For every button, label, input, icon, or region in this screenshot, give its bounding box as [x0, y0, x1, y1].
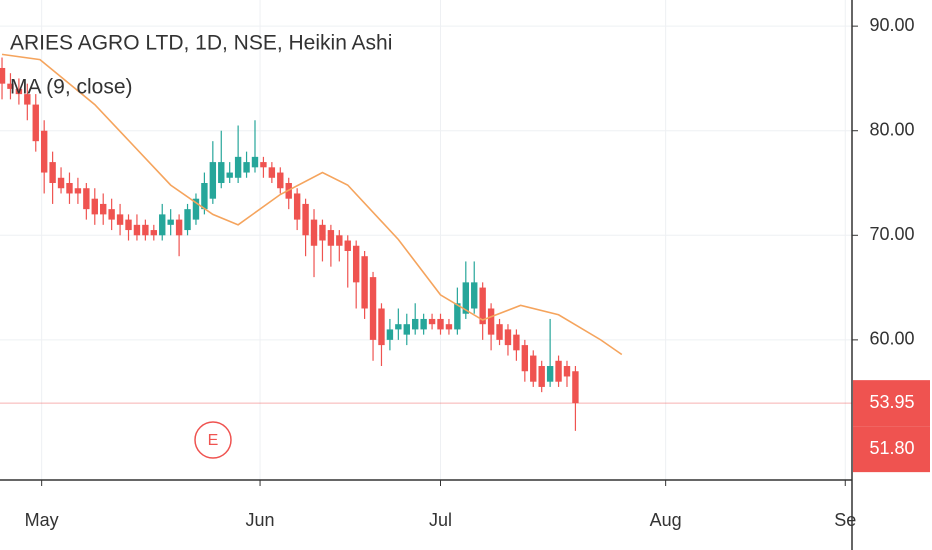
x-tick-label: May — [25, 510, 59, 530]
candle-body — [546, 366, 554, 382]
candle-body — [293, 193, 301, 220]
y-tick-label: 90.00 — [869, 15, 914, 35]
candle-body — [125, 219, 132, 231]
candle-body — [445, 324, 453, 330]
candle-body — [142, 224, 149, 236]
candle-body — [57, 177, 65, 189]
candle-body — [150, 230, 158, 236]
candle-body — [302, 203, 309, 236]
candle-body — [268, 167, 276, 178]
x-tick-label: Aug — [650, 510, 682, 530]
candle-body — [209, 162, 217, 199]
candle-body — [243, 162, 250, 173]
candle-body — [24, 94, 31, 105]
ma-line — [1, 53, 623, 356]
y-tick-label: 60.00 — [869, 329, 914, 349]
candle-body — [91, 198, 98, 215]
candle-body — [369, 277, 377, 340]
candle-body — [133, 224, 141, 236]
candle-body — [32, 104, 39, 142]
x-tick-label: Se — [834, 510, 856, 530]
y-tick-label: 80.00 — [869, 119, 914, 139]
candle-body — [116, 214, 124, 225]
candle-body — [83, 188, 90, 210]
candle-body — [159, 214, 166, 236]
candle-body — [234, 156, 242, 178]
candle-body — [403, 324, 410, 335]
candle-body — [66, 183, 73, 194]
candle-body — [74, 188, 82, 194]
grid — [0, 0, 852, 480]
price-label: 51.80 — [869, 438, 914, 458]
candle-body — [352, 245, 360, 283]
candle-body — [175, 219, 183, 236]
candle-body — [100, 203, 107, 215]
candle-body — [496, 324, 503, 340]
candle-body — [538, 366, 545, 387]
candle-body — [487, 308, 495, 335]
candle-body — [504, 329, 512, 346]
y-tick-label: 70.00 — [869, 224, 914, 244]
candle-body — [201, 183, 208, 210]
candle-body — [378, 308, 385, 346]
candle-body — [395, 324, 402, 330]
candle-body — [420, 318, 427, 330]
candle-body — [521, 345, 529, 372]
candle-body — [310, 219, 318, 246]
candle-body — [344, 240, 351, 251]
candle-body — [555, 360, 562, 382]
candle-body — [260, 162, 267, 168]
plot — [0, 53, 852, 431]
legend-entry: MA (9, close) — [10, 76, 133, 99]
x-tick-label: Jun — [246, 510, 275, 530]
candle-body — [530, 355, 537, 382]
price-label-box — [853, 380, 930, 427]
candle-body — [336, 235, 343, 246]
candle-body — [361, 256, 368, 309]
candle-body — [319, 224, 326, 241]
candle-body — [454, 303, 461, 330]
candle-body — [277, 172, 284, 189]
candle-body — [108, 209, 115, 220]
candle-body — [462, 282, 470, 314]
x-tick-label: Jul — [429, 510, 452, 530]
candle-body — [40, 130, 48, 173]
candle-body — [167, 219, 174, 225]
candle-body — [226, 172, 233, 178]
candle-body — [412, 318, 419, 330]
candle-body — [7, 83, 14, 89]
candle-body — [563, 366, 571, 377]
candle-body — [513, 334, 520, 351]
candle-body — [572, 371, 579, 404]
candle-body — [471, 282, 478, 309]
candle-body — [251, 156, 259, 168]
candle-body — [49, 162, 56, 184]
candle-body — [428, 318, 436, 325]
price-label-box — [853, 426, 930, 473]
event-circle — [194, 421, 232, 459]
candle-body — [479, 287, 486, 325]
price-label: 53.95 — [869, 392, 914, 412]
axes: 60.00 70.00 80.00 90.00 May Jun Jul Aug Se 53.95 5… — [25, 15, 930, 530]
event-label: E — [208, 432, 219, 449]
candle-body — [184, 209, 191, 231]
candle-body — [0, 67, 6, 84]
candle-body — [192, 198, 200, 220]
candle-body — [327, 230, 335, 246]
chart-title: ARIES AGRO LTD, 1D, NSE, Heikin Ashi — [10, 32, 392, 55]
candle-body — [437, 318, 444, 330]
candle-body — [15, 88, 23, 95]
candle-body — [218, 162, 225, 184]
candle-body — [386, 329, 394, 340]
